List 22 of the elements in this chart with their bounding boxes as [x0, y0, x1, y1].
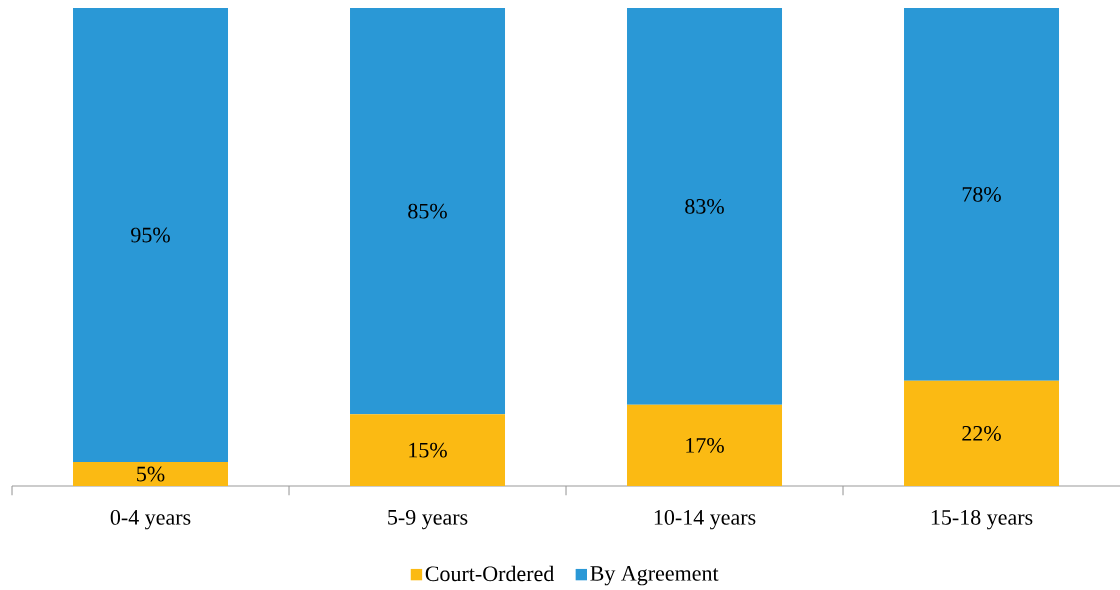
data-label: 78% — [962, 186, 1001, 202]
bar — [73, 8, 229, 463]
data-label: 95% — [131, 227, 170, 243]
legend-label: By Agreement — [590, 566, 719, 586]
bar — [904, 380, 1060, 486]
data-label: 5% — [137, 466, 165, 482]
data-label: 15% — [409, 442, 447, 458]
data-label: 17% — [686, 437, 724, 453]
legend-label: Court-Ordered — [425, 565, 555, 582]
bar — [73, 462, 229, 486]
data-label: 83% — [685, 198, 724, 214]
data-label: 22% — [962, 425, 1001, 441]
x-tick-label: 5-9 years — [388, 509, 468, 530]
bar — [627, 8, 783, 405]
bar — [350, 8, 506, 415]
x-tick-label: 10-14 years — [654, 509, 756, 530]
x-tick-label: 0-4 years — [110, 509, 191, 530]
data-label: 85% — [408, 203, 447, 219]
bar — [350, 414, 506, 486]
x-tick-label: 15-18 years — [931, 509, 1033, 530]
bar — [904, 8, 1060, 381]
bar — [627, 404, 783, 486]
